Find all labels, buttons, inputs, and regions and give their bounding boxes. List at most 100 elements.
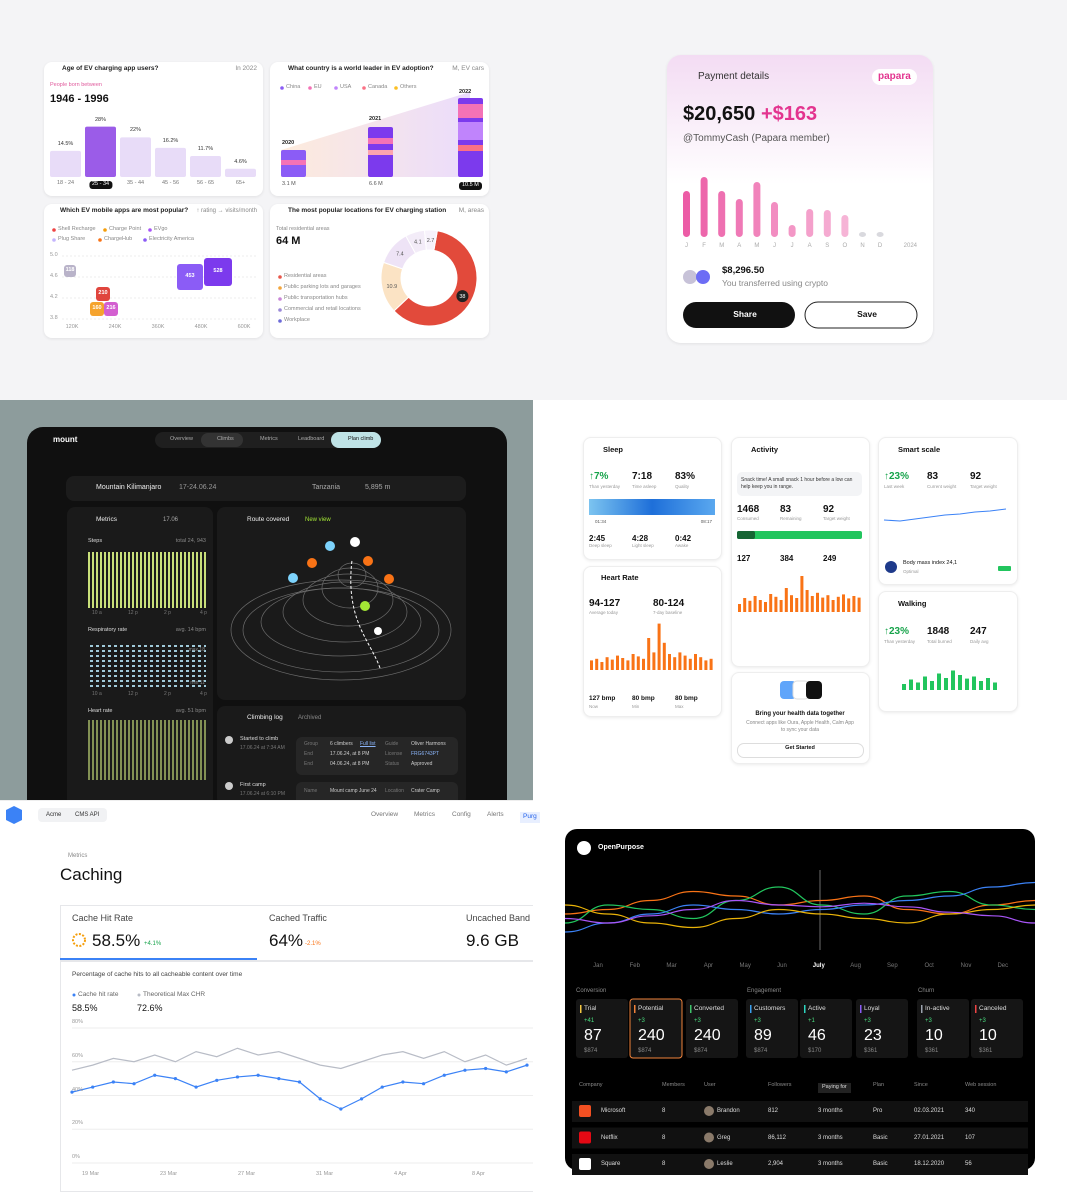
point xyxy=(318,1097,322,1101)
cell: 8 xyxy=(662,1134,666,1141)
cell: 18.12.2020 xyxy=(914,1161,945,1167)
label: 83 xyxy=(780,504,792,515)
month: F xyxy=(702,243,706,249)
label: License xyxy=(385,751,403,757)
legend: Theoretical Max CHR xyxy=(143,991,206,998)
cell: Square xyxy=(601,1161,621,1167)
bar xyxy=(155,147,186,177)
panel-title: Route covered xyxy=(247,516,290,523)
time-tick: 10 a xyxy=(92,610,102,616)
legend-value: 72.6% xyxy=(137,1003,163,1013)
value-label: 16.2% xyxy=(162,137,179,144)
active-tab xyxy=(60,958,257,960)
bar xyxy=(753,596,757,612)
heart-card xyxy=(583,566,722,717)
label: 384 xyxy=(780,554,794,563)
bar xyxy=(909,679,913,690)
legend-dot xyxy=(103,228,107,232)
change: +$163 xyxy=(761,103,818,125)
card-title: Which EV mobile apps are most popular? xyxy=(60,207,189,214)
bar xyxy=(636,656,640,670)
bar xyxy=(800,576,804,612)
company-logo xyxy=(579,1105,591,1117)
total: 3.1 M xyxy=(282,181,296,187)
bubble xyxy=(104,302,118,316)
month: Mar xyxy=(666,963,677,969)
label: Min xyxy=(632,704,640,709)
label: Target weight xyxy=(823,516,850,521)
label: Optimal xyxy=(903,569,919,574)
save-button[interactable] xyxy=(804,301,918,329)
stripe xyxy=(860,1005,862,1013)
total: 6.6 M xyxy=(369,181,383,187)
legend: Residential areas xyxy=(284,273,327,279)
stack-2022 xyxy=(458,98,483,177)
point xyxy=(91,1085,95,1089)
bar xyxy=(944,678,948,690)
company-logo xyxy=(579,1158,591,1170)
bar xyxy=(847,598,851,612)
bar xyxy=(758,600,762,612)
x-tick-label: 4 Apr xyxy=(394,1171,407,1177)
month: Aug xyxy=(850,963,861,969)
bar xyxy=(958,675,962,690)
bar xyxy=(738,604,741,612)
label: Mount camp June 24 xyxy=(330,788,377,794)
card-title: Activity xyxy=(751,445,779,454)
category: 45 - 56 xyxy=(161,180,180,186)
bubble-label: 160 xyxy=(92,305,102,311)
y-tick-label: 60% xyxy=(72,1052,84,1059)
point xyxy=(421,1082,426,1086)
card-sub: $361 xyxy=(925,1048,939,1054)
year: 2022 xyxy=(459,89,472,95)
cell: Microsoft xyxy=(601,1108,626,1114)
get-started-button[interactable] xyxy=(737,743,864,758)
row xyxy=(572,1101,1028,1122)
month: J xyxy=(685,243,688,249)
card-sub: $874 xyxy=(638,1048,652,1054)
label: 0:42 xyxy=(675,534,692,543)
label: Archived xyxy=(298,715,322,721)
share-button[interactable] xyxy=(683,302,795,328)
legend: USA xyxy=(340,84,352,90)
month: Oct xyxy=(924,963,934,969)
legend-dot xyxy=(308,86,312,90)
user-avatar xyxy=(704,1106,714,1116)
card-name: Loyal xyxy=(864,1005,880,1012)
map-pins xyxy=(288,537,394,635)
row xyxy=(572,1127,1028,1149)
card-value: 240 xyxy=(694,1027,721,1044)
label: People born between xyxy=(50,82,102,88)
label: Consumed xyxy=(737,516,759,521)
nav-item: Leadboard xyxy=(298,436,325,442)
amount: $20,650 xyxy=(683,103,756,125)
label: Light sleep xyxy=(632,543,654,548)
link: New view xyxy=(305,517,331,523)
month: J xyxy=(790,243,794,249)
altitude: 5,895 m xyxy=(365,484,391,491)
card-change: +3 xyxy=(864,1018,871,1024)
label: Started to climb xyxy=(240,736,279,742)
member: @TommyCash (Papara member) xyxy=(683,133,830,144)
bar xyxy=(610,659,614,670)
point xyxy=(173,1077,178,1081)
label: Max xyxy=(675,704,684,709)
tab-value: 9.6 GB xyxy=(466,931,519,950)
title: Bring your health data together xyxy=(755,711,845,717)
legend: Charge Point xyxy=(109,226,142,232)
donut-slice xyxy=(393,230,478,327)
bar xyxy=(916,682,920,690)
tip: Snack time! A small snack 1 hour before … xyxy=(741,477,853,490)
label: Than yesterday xyxy=(589,484,621,489)
card-change: +1 xyxy=(808,1018,815,1024)
card-change: +3 xyxy=(754,1018,761,1024)
label: Total residential areas xyxy=(276,226,330,232)
time-tick: 2 p xyxy=(164,691,171,697)
logo xyxy=(6,806,22,824)
value-label: 28% xyxy=(94,116,107,123)
bar xyxy=(673,657,677,670)
trend-line xyxy=(564,904,1036,929)
transfer: $8,296.50 xyxy=(722,265,765,276)
stat-card xyxy=(746,999,798,1058)
